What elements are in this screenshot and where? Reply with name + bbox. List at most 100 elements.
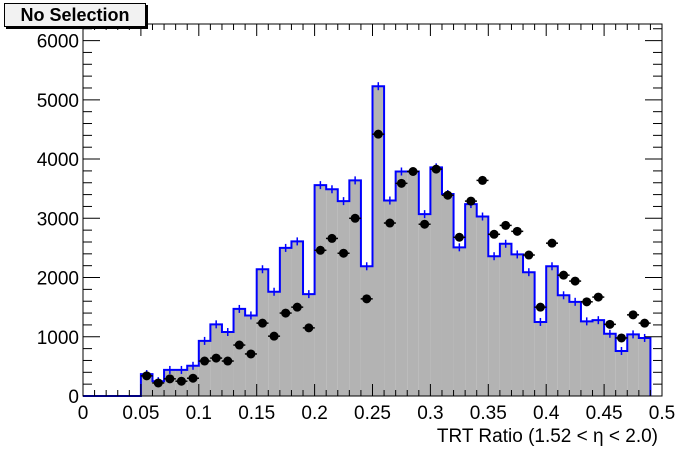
data-point — [489, 229, 499, 239]
histogram-bar — [534, 321, 547, 396]
data-point — [234, 340, 244, 350]
histogram-bar — [198, 340, 211, 396]
data-point — [454, 232, 464, 242]
x-tick-label: 0.2 — [301, 403, 327, 424]
x-tick-label: 0.25 — [354, 403, 391, 424]
histogram-bar — [268, 291, 280, 396]
histogram-bar — [326, 189, 338, 396]
data-point — [512, 226, 522, 236]
x-tick-label: 0.45 — [586, 403, 623, 424]
data-point — [547, 238, 557, 248]
histogram-bar — [557, 295, 570, 396]
histogram-bar — [465, 204, 477, 396]
y-tick-label: 5000 — [37, 91, 79, 112]
data-point — [605, 319, 615, 329]
histogram-bar — [291, 241, 304, 396]
histogram-bar — [152, 381, 165, 396]
histogram-layer — [83, 82, 652, 397]
y-tick-label: 3000 — [37, 209, 79, 230]
histogram-bar — [140, 374, 153, 396]
histogram-bar — [615, 350, 628, 396]
data-point — [362, 294, 372, 304]
data-point — [559, 270, 569, 280]
y-tick-label: 0 — [68, 387, 79, 408]
data-point — [385, 218, 395, 228]
histogram-bar — [627, 334, 639, 396]
data-point — [269, 331, 279, 341]
histogram-bar — [256, 269, 269, 396]
histogram-bar — [407, 171, 419, 396]
histogram-bar — [476, 216, 489, 396]
data-point — [593, 292, 603, 302]
histogram-bar — [395, 171, 408, 396]
data-point — [176, 376, 186, 386]
y-tick-label: 6000 — [37, 32, 79, 53]
x-tick-label: 0.05 — [122, 403, 159, 424]
data-point — [570, 276, 580, 286]
data-point — [582, 297, 592, 307]
data-point — [339, 248, 349, 258]
data-point — [165, 374, 175, 384]
histogram-bar — [360, 266, 373, 396]
data-point — [478, 175, 488, 185]
data-point — [431, 164, 441, 174]
x-tick-label: 0.5 — [649, 403, 675, 424]
histogram-bar — [569, 301, 581, 396]
histogram-bar — [337, 201, 350, 396]
data-point — [524, 250, 534, 260]
data-point — [142, 371, 152, 381]
data-point — [628, 310, 638, 320]
data-point — [373, 129, 383, 139]
data-point — [408, 166, 418, 176]
histogram-bar — [418, 214, 431, 396]
data-point — [153, 378, 163, 388]
y-tick-label: 2000 — [37, 269, 79, 290]
y-tick-label: 4000 — [37, 150, 79, 171]
x-tick-label: 0.4 — [533, 403, 560, 424]
histogram-bar — [580, 321, 593, 396]
data-point — [501, 220, 511, 230]
histogram-bar — [384, 200, 396, 396]
histogram-bar — [604, 333, 616, 396]
histogram-bar — [303, 294, 315, 396]
histogram-bar — [592, 320, 605, 396]
data-point — [616, 333, 626, 343]
histogram-bar — [546, 266, 558, 396]
histogram-bar — [523, 272, 535, 396]
data-point — [396, 178, 406, 188]
data-point — [223, 356, 233, 366]
data-point — [246, 349, 256, 359]
histogram-bar — [430, 167, 442, 396]
histogram-bar — [279, 247, 292, 396]
data-point — [327, 233, 337, 243]
histogram-bar — [441, 194, 454, 396]
data-point — [466, 196, 476, 206]
x-tick-label: 0.15 — [238, 403, 275, 424]
chart-title: No Selection — [4, 3, 146, 27]
x-axis-label: TRT Ratio (1.52 < η < 2.0) — [437, 426, 658, 447]
data-point — [211, 353, 221, 363]
y-tick-label: 1000 — [37, 328, 79, 349]
histogram-outline — [83, 85, 652, 397]
histogram-bar — [511, 254, 524, 396]
histogram-bar — [233, 308, 246, 396]
data-point — [420, 219, 430, 229]
data-point — [640, 318, 650, 328]
histogram-bar — [314, 185, 327, 396]
histogram-bar — [372, 86, 385, 396]
x-tick-label: 0 — [78, 403, 89, 424]
data-point — [200, 356, 210, 366]
histogram-bar — [638, 337, 651, 396]
data-point — [350, 213, 360, 223]
histogram-bar — [488, 256, 500, 396]
x-tick-label: 0.3 — [417, 403, 443, 424]
data-point — [257, 318, 267, 328]
data-point — [188, 373, 198, 383]
data-points-layer — [140, 129, 651, 388]
data-point — [292, 302, 302, 312]
x-tick-label: 0.1 — [186, 403, 212, 424]
histogram-bar — [453, 247, 466, 396]
x-tick-label: 0.35 — [470, 403, 507, 424]
data-point — [535, 302, 545, 312]
